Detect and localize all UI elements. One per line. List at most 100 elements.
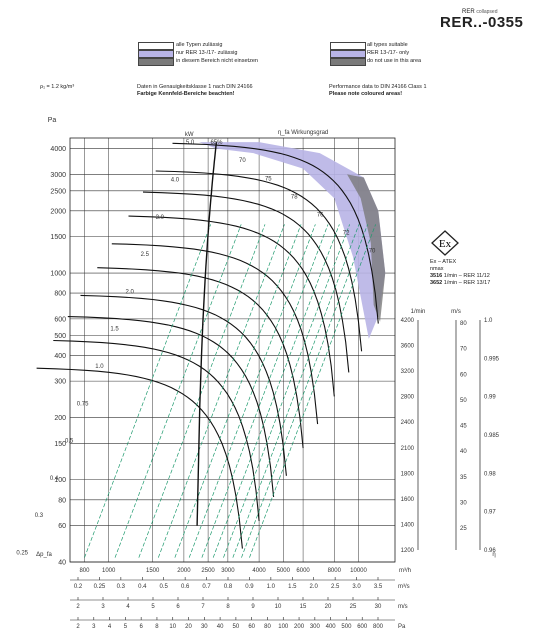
m3s-tick: 1.5 [288, 584, 297, 590]
system-curve [232, 224, 360, 558]
de-note: Daten in Genauigkeitsklasse 1 nach DIN 2… [137, 84, 253, 98]
fan-curve [97, 267, 304, 449]
noise-tick: 60 [460, 372, 467, 378]
rpm-tick: 2400 [401, 420, 415, 426]
rpm-tick: 1200 [401, 548, 415, 554]
noise-tick: 40 [460, 449, 467, 455]
rpm-tick: 2100 [401, 446, 415, 452]
system-curve [223, 224, 350, 558]
rpm-tick: 1400 [401, 522, 415, 528]
x-tick-label: 1500 [146, 568, 160, 574]
eff-tick: 0.99 [484, 395, 496, 401]
system-curve [157, 224, 285, 558]
velocity-tick: 20 [325, 604, 332, 610]
efficiency-value: 72 [343, 230, 350, 236]
y-tick-label: 100 [54, 477, 66, 484]
m3s-tick: 0.9 [245, 584, 254, 590]
y-axis-label: Δp_fa [36, 552, 52, 558]
legend-label-no-en: do not use in this area [367, 58, 422, 64]
velocity-tick: 5 [151, 604, 155, 610]
m3s-tick: 0.25 [94, 584, 106, 590]
efficiency-value: 75 [265, 176, 272, 182]
ex-icon: Ex [431, 230, 459, 256]
velocity-tick: 25 [350, 604, 357, 610]
x-tick-label: 4000 [252, 568, 266, 574]
efficiency-value: 65% [210, 140, 223, 146]
x-tick-label: 2500 [201, 568, 215, 574]
series-name: RER [462, 9, 475, 15]
de-note-line2: Farbige Kennfeld-Bereiche beachten! [137, 91, 253, 98]
density-note: ρ₁ = 1.2 kg/m³ [40, 84, 75, 90]
velocity-axis-label: m/s [398, 604, 408, 610]
y-tick-label: 1000 [50, 271, 66, 278]
atex-title: Ex – ATEX [430, 259, 457, 265]
eff-tick: 0.985 [484, 433, 500, 439]
y-unit-label: Pa [48, 117, 57, 124]
kw-value: 5.0 [186, 140, 195, 146]
atex-line1-value: 3516 [430, 273, 443, 279]
noise-axis-label: m/s [451, 309, 461, 315]
noise-tick: 45 [460, 424, 467, 430]
x-tick-label: 10000 [350, 568, 367, 574]
eff-tick: 0.995 [484, 356, 500, 362]
atex-block: Ex – ATEX nmax 3516 1/min – RER 11/12 36… [430, 259, 490, 287]
legend-swatch-all-de [138, 42, 174, 50]
eff-tick: 0.98 [484, 471, 496, 477]
system-curve [188, 224, 316, 558]
m3s-tick: 3.0 [352, 584, 361, 590]
noise-tick: 30 [460, 500, 467, 506]
kw-value: 4.0 [171, 177, 180, 183]
velocity-tick: 7 [201, 604, 205, 610]
kw-value: 2.5 [141, 252, 150, 258]
y-tick-label: 2500 [50, 188, 66, 195]
dyn_pressure-tick: 50 [233, 624, 240, 630]
rpm-tick: 3600 [401, 344, 415, 350]
kw-value: 0.75 [77, 401, 89, 407]
noise-tick: 35 [460, 475, 467, 481]
ex-icon-text: Ex [439, 238, 452, 250]
legend-label-no-de: in diesem Bereich nicht einsetzen [176, 58, 258, 64]
dyn_pressure-tick: 2 [76, 624, 80, 630]
x-tick-label: 2000 [177, 568, 191, 574]
velocity-tick: 9 [251, 604, 255, 610]
rpm-tick: 2800 [401, 395, 415, 401]
velocity-tick: 2 [76, 604, 80, 610]
rpm-tick: 1600 [401, 497, 415, 503]
velocity-tick: 8 [226, 604, 230, 610]
m3s-tick: 0.7 [202, 584, 211, 590]
atex-line2: 3652 1/min – RER 13/17 [430, 280, 490, 287]
dyn_pressure-tick: 300 [310, 624, 321, 630]
en-note-line1: Performance data to DIN 24166 Class 1 [329, 84, 427, 90]
dyn_pressure-tick: 400 [326, 624, 337, 630]
envelope-curve [196, 142, 218, 526]
legend-swatch-no-de [138, 58, 174, 66]
legend-swatch-all-en [330, 42, 366, 50]
x-tick-label: 5000 [277, 568, 291, 574]
m3s-tick: 3.5 [374, 584, 383, 590]
x-tick-label: 1000 [102, 568, 116, 574]
efficiency-value: 78 [291, 194, 298, 200]
system-curve [241, 224, 368, 558]
kw-value: 0.25 [16, 551, 28, 557]
kw-value: 0.3 [35, 513, 44, 519]
efficiency-value: 70 [239, 158, 246, 164]
legend-swatch-only-en [330, 50, 366, 58]
dyn_pressure-tick: 3 [92, 624, 96, 630]
fan-curve [142, 191, 350, 373]
y-tick-label: 1500 [50, 234, 66, 241]
efficiency-label: η_fa Wirkungsgrad [278, 130, 328, 136]
atex-line2-text: 1/min – RER 13/17 [443, 280, 491, 286]
dyn_pressure-tick: 40 [217, 624, 224, 630]
noise-tick: 80 [460, 321, 467, 327]
y-tick-label: 4000 [50, 146, 66, 153]
m3s-tick: 0.8 [224, 584, 233, 590]
kw-value: 0.5 [65, 439, 74, 445]
m3s-tick: 0.5 [160, 584, 169, 590]
system-curve [84, 224, 212, 558]
dyn_pressure-tick: 5 [124, 624, 128, 630]
legend-swatch-only-de [138, 50, 174, 58]
system-curve [201, 224, 329, 558]
atex-line1-text: 1/min – RER 11/12 [443, 273, 490, 279]
y-tick-label: 3000 [50, 172, 66, 179]
zone-do-not-use [347, 174, 386, 322]
